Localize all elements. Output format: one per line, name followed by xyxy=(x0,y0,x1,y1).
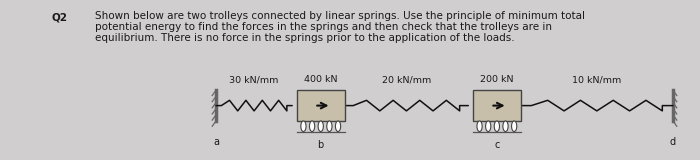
Text: potential energy to find the forces in the springs and then check that the troll: potential energy to find the forces in t… xyxy=(95,22,552,32)
Circle shape xyxy=(327,121,332,132)
Circle shape xyxy=(477,121,482,132)
Circle shape xyxy=(301,121,306,132)
Text: 400 kN: 400 kN xyxy=(304,76,337,84)
Bar xyxy=(297,90,344,121)
Circle shape xyxy=(335,121,341,132)
Text: 30 kN/mm: 30 kN/mm xyxy=(230,76,279,84)
Text: 200 kN: 200 kN xyxy=(480,76,514,84)
Text: b: b xyxy=(318,140,324,150)
Circle shape xyxy=(318,121,323,132)
Text: 20 kN/mm: 20 kN/mm xyxy=(382,76,431,84)
Text: Q2: Q2 xyxy=(52,12,68,22)
Circle shape xyxy=(512,121,517,132)
Circle shape xyxy=(494,121,500,132)
Circle shape xyxy=(309,121,315,132)
Text: Shown below are two trolleys connected by linear springs. Use the principle of m: Shown below are two trolleys connected b… xyxy=(95,11,585,21)
Bar xyxy=(473,90,521,121)
Text: 10 kN/mm: 10 kN/mm xyxy=(572,76,622,84)
Text: equilibrium. There is no force in the springs prior to the application of the lo: equilibrium. There is no force in the sp… xyxy=(95,33,514,43)
Text: c: c xyxy=(494,140,500,150)
Text: a: a xyxy=(213,137,219,147)
Circle shape xyxy=(503,121,508,132)
Circle shape xyxy=(486,121,491,132)
Text: d: d xyxy=(670,137,676,147)
